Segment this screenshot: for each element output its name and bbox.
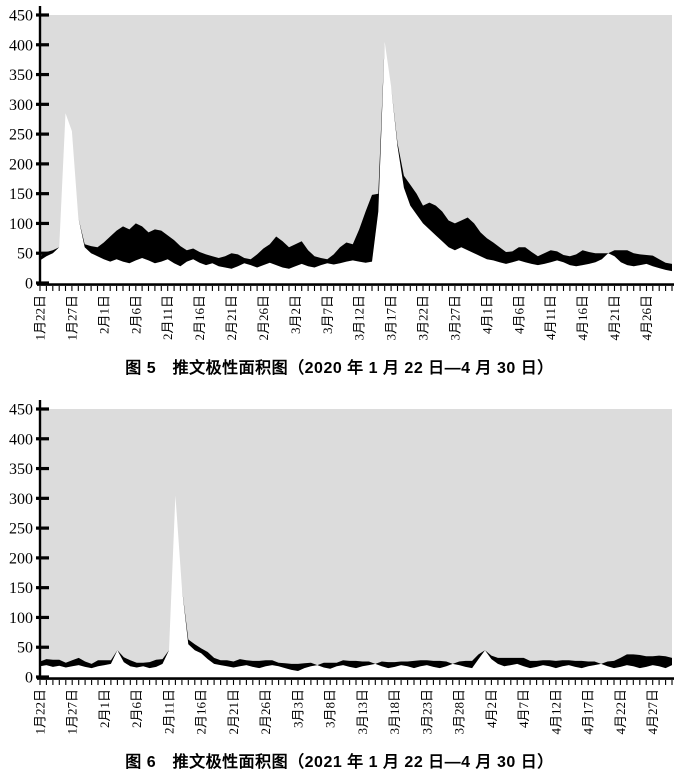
y-tick xyxy=(36,281,49,285)
y-tick xyxy=(36,615,49,620)
x-tick-label: 2月21日 xyxy=(226,689,241,735)
y-tick-label: 450 xyxy=(9,8,33,25)
y-tick xyxy=(36,496,49,500)
x-tick-label: 2月26日 xyxy=(258,689,273,735)
x-tick-label: 1月27日 xyxy=(65,689,80,735)
y-tick-label: 150 xyxy=(9,580,33,597)
x-tick-label: 4月11日 xyxy=(543,295,558,340)
y-tick-label: 0 xyxy=(25,670,33,687)
y-tick xyxy=(36,526,49,530)
x-tick-label: 4月17日 xyxy=(581,689,596,735)
x-tick-label: 2月16日 xyxy=(192,295,207,341)
y-tick xyxy=(36,586,49,590)
x-tick-label: 3月18日 xyxy=(387,689,402,735)
y-tick-label: 300 xyxy=(9,97,33,114)
x-tick-label: 2月21日 xyxy=(224,295,239,341)
x-tick-label: 2月1日 xyxy=(97,689,112,728)
figure-5: 0 50 100 150 200 250 300 350 400 450 1月22日 1月27日 2月1… xyxy=(0,2,679,378)
x-tick-label: 4月21日 xyxy=(607,295,622,341)
negative-area xyxy=(40,41,672,272)
x-tick-label: 4月2日 xyxy=(484,689,499,728)
y-tick xyxy=(36,466,49,471)
y-tick-label: 50 xyxy=(17,246,33,263)
figure-6: 0 50 100 150 200 250 300 350 400 450 1月22日 1月27日 2月1… xyxy=(0,396,679,772)
x-tick-label: 3月13日 xyxy=(355,689,370,735)
y-tick-label: 0 xyxy=(25,276,33,293)
plot-area xyxy=(41,409,672,677)
x-tick-label: 3月23日 xyxy=(419,689,434,735)
x-tick-label: 4月12日 xyxy=(548,689,563,735)
polarity-area-chart-2020: 0 50 100 150 200 250 300 350 400 450 1月22日 1月27日 2月1… xyxy=(9,6,674,341)
y-tick xyxy=(36,43,49,47)
x-tick-label: 3月22日 xyxy=(416,295,431,341)
y-tick-label: 250 xyxy=(9,521,33,538)
y-tick xyxy=(36,645,49,649)
y-tick-label: 450 xyxy=(9,402,33,419)
y-tick xyxy=(36,251,49,255)
y-tick-label: 100 xyxy=(9,610,33,627)
y-tick-label: 300 xyxy=(9,491,33,508)
y-tick-label: 350 xyxy=(9,461,33,478)
y-tick-label: 100 xyxy=(9,216,33,233)
x-tick-label: 4月22日 xyxy=(613,689,628,735)
x-tick-label: 3月2日 xyxy=(288,295,303,334)
y-tick xyxy=(36,162,49,166)
x-tick-label: 2月6日 xyxy=(129,689,144,728)
y-tick xyxy=(36,192,49,196)
x-tick-label: 2月11日 xyxy=(162,689,177,734)
x-tick-label: 3月3日 xyxy=(291,689,306,728)
y-tick-label: 150 xyxy=(9,186,33,203)
x-tick-label: 4月16日 xyxy=(575,295,590,341)
y-tick-label: 50 xyxy=(17,640,33,657)
x-tick-label: 2月1日 xyxy=(96,295,111,334)
y-tick-label: 400 xyxy=(9,431,33,448)
y-tick-label: 400 xyxy=(9,37,33,54)
x-tick-label: 2月6日 xyxy=(128,295,143,334)
y-tick-label: 200 xyxy=(9,550,33,567)
x-tick-label: 1月27日 xyxy=(64,295,79,341)
x-tick-label: 4月7日 xyxy=(516,689,531,728)
x-tick-label: 3月12日 xyxy=(352,295,367,341)
y-tick xyxy=(36,72,49,77)
y-tick-label: 350 xyxy=(9,67,33,84)
y-tick xyxy=(36,13,49,17)
y-tick xyxy=(36,407,49,411)
y-tick xyxy=(36,221,49,226)
y-tick-label: 200 xyxy=(9,156,33,173)
x-day-ticks xyxy=(39,286,673,291)
x-tick-label: 3月17日 xyxy=(384,295,399,341)
x-tick-label: 2月11日 xyxy=(160,295,175,340)
x-tick-label: 4月27日 xyxy=(645,689,660,735)
x-tick-label: 1月22日 xyxy=(33,689,48,735)
x-tick-label: 2月16日 xyxy=(194,689,209,735)
y-tick xyxy=(36,675,49,679)
figure6-caption: 图 6 推文极性面积图（2021 年 1 月 22 日—4 月 30 日） xyxy=(125,754,554,771)
x-tick-label: 2月26日 xyxy=(256,295,271,341)
y-tick xyxy=(36,132,49,136)
x-tick-label: 3月8日 xyxy=(323,689,338,728)
x-tick-label: 3月7日 xyxy=(320,295,335,334)
x-tick-label: 4月1日 xyxy=(479,295,494,334)
y-tick-label: 250 xyxy=(9,127,33,144)
positive-area xyxy=(40,41,672,283)
polarity-area-chart-2021: 0 50 100 150 200 250 300 350 400 450 1月22日 1月27日 2月1… xyxy=(9,400,674,735)
x-tick-label: 1月22日 xyxy=(33,295,48,341)
x-day-ticks xyxy=(39,680,673,685)
x-tick-label: 4月26日 xyxy=(639,295,654,341)
x-tick-label: 3月27日 xyxy=(447,295,462,341)
y-tick xyxy=(36,102,49,106)
figure5-caption: 图 5 推文极性面积图（2020 年 1 月 22 日—4 月 30 日） xyxy=(125,360,554,377)
x-tick-label: 3月28日 xyxy=(452,689,467,735)
y-tick xyxy=(36,437,49,441)
y-tick xyxy=(36,556,49,560)
x-tick-label: 4月6日 xyxy=(511,295,526,334)
